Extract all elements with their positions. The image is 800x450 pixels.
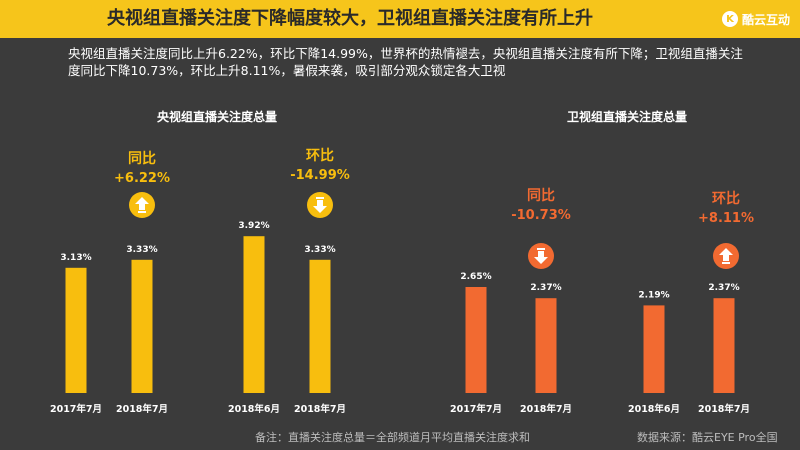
- bar: [535, 298, 557, 393]
- arrow-down-icon-bar: [316, 197, 324, 199]
- x-tick-label: 2018年6月: [228, 403, 280, 415]
- bar: [465, 287, 487, 393]
- title-banner: [0, 0, 800, 38]
- arrow-down-icon-bar: [537, 248, 545, 250]
- arrow-down-icon-shape: [534, 251, 548, 264]
- x-tick-label: 2018年7月: [698, 403, 750, 415]
- bar: [713, 298, 735, 393]
- annotation-label: 同比: [527, 187, 555, 204]
- arrow-up-icon-bar: [722, 262, 730, 264]
- bar-value-label: 3.13%: [60, 253, 91, 263]
- brand-logo: K 酷云互动: [721, 9, 790, 29]
- bar: [243, 236, 265, 393]
- arrow-down-icon-shape: [313, 200, 327, 213]
- x-tick-label: 2018年7月: [294, 403, 346, 415]
- bar-value-label: 3.33%: [126, 245, 157, 255]
- arrow-up-icon-bar: [138, 211, 146, 213]
- bar-value-label: 2.65%: [460, 272, 491, 282]
- footer-source: 数据来源：酷云EYE Pro全国: [637, 431, 778, 444]
- page-title: 央视组直播关注度下降幅度较大，卫视组直播关注度有所上升: [107, 8, 593, 29]
- bar-value-label: 2.37%: [708, 283, 739, 293]
- bar: [309, 259, 331, 393]
- summary-text: 央视组直播关注度同比上升6.22%，环比下降14.99%，世界杯的热情褪去，央视…: [68, 46, 743, 78]
- bar: [131, 259, 153, 393]
- brand-logo-text: 酷云互动: [741, 12, 790, 27]
- bar-value-label: 3.92%: [238, 221, 269, 231]
- x-tick-label: 2018年7月: [116, 403, 168, 415]
- arrow-up-icon: [713, 243, 739, 269]
- bar: [643, 305, 665, 393]
- arrow-down-icon: [528, 243, 554, 269]
- brand-logo-icon: K: [721, 11, 738, 27]
- x-tick-label: 2017年7月: [450, 403, 502, 415]
- annotation-value: -14.99%: [290, 168, 350, 183]
- annotation-label: 环比: [712, 190, 740, 207]
- arrow-up-icon: [129, 192, 155, 218]
- x-tick-label: 2018年7月: [520, 403, 572, 415]
- annotation-value: +6.22%: [114, 171, 170, 186]
- annotation-label: 环比: [306, 147, 334, 164]
- bar-value-label: 2.19%: [638, 290, 669, 300]
- chart-title: 央视组直播关注度总量: [157, 109, 277, 124]
- x-tick-label: 2017年7月: [50, 403, 102, 415]
- bar: [65, 267, 87, 393]
- arrow-down-icon: [307, 192, 333, 218]
- bar-value-label: 2.37%: [530, 283, 561, 293]
- footer-note: 备注：直播关注度总量＝全部频道月平均直播关注度求和: [255, 431, 530, 444]
- x-tick-label: 2018年6月: [628, 403, 680, 415]
- bar-value-label: 3.33%: [304, 245, 335, 255]
- chart-title: 卫视组直播关注度总量: [567, 109, 687, 124]
- arrow-up-icon-shape: [719, 248, 733, 261]
- arrow-up-icon-shape: [135, 197, 149, 210]
- annotation-value: +8.11%: [698, 211, 754, 226]
- annotation-value: -10.73%: [511, 208, 571, 223]
- annotation-label: 同比: [128, 150, 156, 167]
